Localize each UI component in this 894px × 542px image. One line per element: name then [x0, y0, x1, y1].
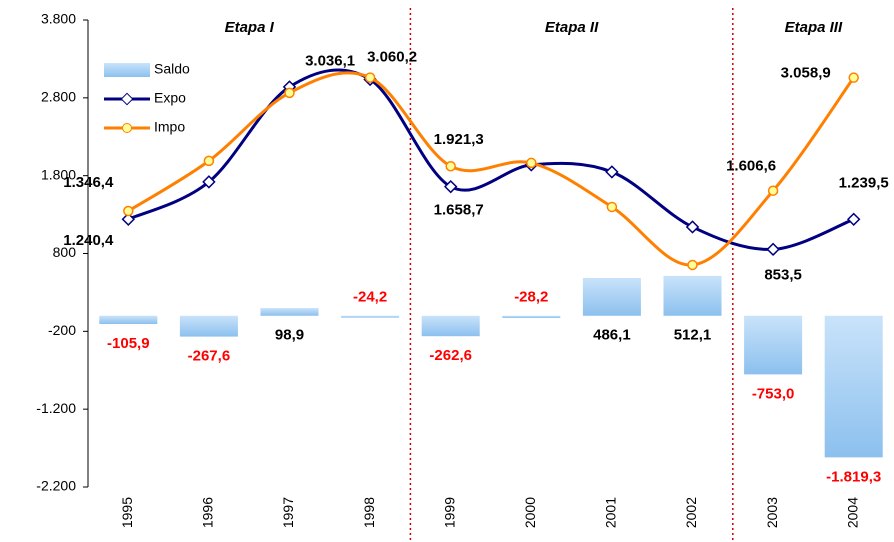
marker	[846, 212, 861, 227]
marker	[203, 155, 215, 167]
bar	[341, 315, 400, 318]
bar	[744, 315, 803, 375]
legend-label: Expo	[154, 90, 186, 106]
stage-title: Etapa II	[545, 19, 599, 36]
bar-label: -1.819,3	[826, 468, 881, 485]
x-tick-label: 2000	[522, 497, 538, 528]
x-tick-label: 2003	[764, 497, 780, 528]
x-tick-label: 1995	[119, 497, 135, 528]
x-tick-label: 2002	[683, 497, 699, 528]
marker	[123, 205, 134, 217]
bar-label: -24,2	[353, 289, 387, 306]
point-label: 1.239,5	[839, 174, 889, 191]
bar-label: 98,9	[275, 327, 304, 344]
bar	[260, 308, 319, 316]
point-label: 3.036,1	[305, 52, 355, 69]
legend-marker	[122, 123, 132, 133]
marker	[284, 87, 295, 99]
y-tick-label: 2.800	[41, 89, 76, 105]
marker	[605, 165, 619, 179]
marker	[445, 160, 456, 172]
y-tick-label: 1.800	[41, 166, 76, 182]
bar-label: -105,9	[107, 335, 150, 352]
marker	[606, 201, 618, 213]
bar	[421, 315, 480, 337]
point-label: 1.658,7	[434, 202, 484, 219]
y-tick-label: -2.200	[36, 478, 76, 494]
y-tick-label: 800	[53, 244, 77, 260]
bar-label: 486,1	[593, 327, 631, 344]
stage-title: Etapa I	[225, 19, 275, 36]
x-tick-label: 1999	[441, 497, 457, 528]
x-tick-label: 1997	[280, 497, 296, 528]
bar	[179, 315, 238, 337]
marker	[443, 179, 458, 194]
y-tick-label: -200	[48, 322, 76, 338]
point-label: 853,5	[764, 266, 802, 283]
marker	[848, 72, 859, 83]
marker	[687, 259, 698, 271]
bar	[502, 315, 561, 318]
line	[127, 68, 855, 251]
marker	[364, 72, 376, 83]
point-label: 1.921,3	[434, 131, 484, 148]
legend-label: Impo	[154, 119, 185, 135]
y-tick-label: 3.800	[41, 11, 76, 27]
marker	[685, 220, 700, 234]
x-tick-label: 2001	[603, 497, 619, 528]
marker	[526, 157, 537, 169]
x-tick-label: 1998	[361, 497, 377, 528]
point-label: 1.346,4	[63, 174, 114, 191]
bar-label: 512,1	[674, 327, 712, 344]
point-label: 1.240,4	[63, 232, 114, 249]
point-label: 3.060,2	[367, 49, 417, 66]
bar-label: -262,6	[429, 347, 472, 364]
marker	[202, 175, 216, 189]
point-label: 1.606,6	[726, 158, 776, 175]
line	[127, 71, 855, 267]
y-tick-label: -1.200	[36, 400, 76, 416]
marker	[767, 185, 779, 196]
bar-label: -267,6	[188, 348, 231, 365]
marker	[121, 212, 136, 226]
bar-label: -28,2	[514, 289, 548, 306]
bar-label: -753,0	[752, 385, 795, 402]
point-label: 3.058,9	[781, 65, 831, 82]
bar	[582, 277, 641, 316]
marker	[766, 242, 780, 257]
x-tick-label: 1996	[200, 497, 216, 528]
legend-label: Saldo	[154, 61, 190, 77]
bar	[663, 275, 722, 316]
bar	[824, 315, 883, 458]
legend-swatch	[104, 63, 150, 77]
stage-title: Etapa III	[785, 19, 843, 36]
legend-marker	[120, 92, 134, 106]
bar	[99, 315, 158, 325]
x-tick-label: 2004	[844, 497, 860, 528]
